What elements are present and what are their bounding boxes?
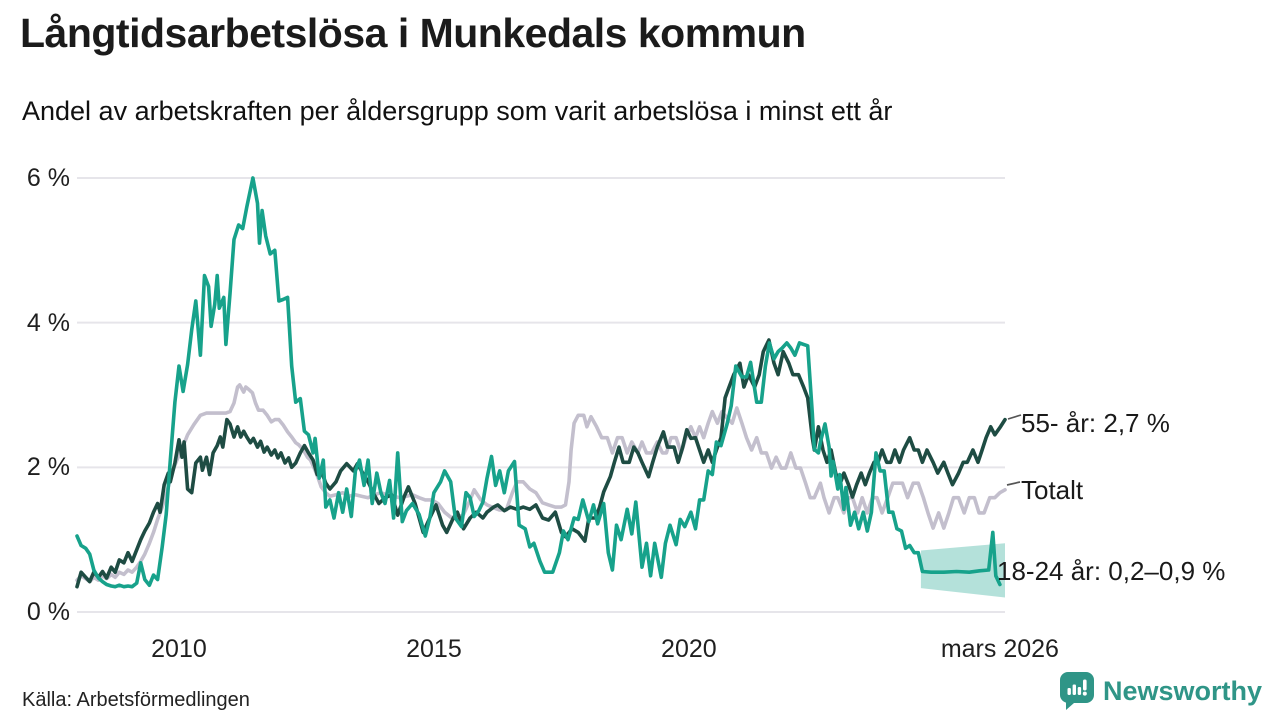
label-connector-dash	[1007, 414, 1022, 420]
y-tick-label: 0 %	[26, 598, 70, 626]
label-connector-dash	[1006, 481, 1021, 486]
series-label-age1824: 18-24 år: 0,2–0,9 %	[997, 556, 1226, 586]
brand-lockup: Newsworthy	[1059, 672, 1262, 710]
series-line-age1824	[75, 176, 1002, 589]
x-tick-label: 2010	[151, 635, 207, 663]
y-tick-label: 6 %	[26, 164, 70, 192]
source-note: Källa: Arbetsförmedlingen	[22, 689, 250, 711]
chart-subtitle: Andel av arbetskraften per åldersgrupp s…	[22, 96, 893, 126]
page-title: Långtidsarbetslösa i Munkedals kommun	[20, 10, 806, 56]
brand-name: Newsworthy	[1102, 675, 1262, 706]
newsworthy-logo-icon	[1059, 672, 1094, 710]
y-tick-label: 2 %	[26, 453, 70, 482]
series-line-age55	[75, 338, 1007, 589]
y-tick-label: 4 %	[26, 308, 70, 337]
x-tick-label: 2015	[406, 635, 462, 663]
x-tick-label: 2020	[661, 635, 717, 663]
series-label-age55: 55- år: 2,7 %	[1021, 408, 1170, 438]
x-tick-label: mars 2026	[940, 635, 1059, 663]
series-label-total: Totalt	[1021, 475, 1084, 505]
